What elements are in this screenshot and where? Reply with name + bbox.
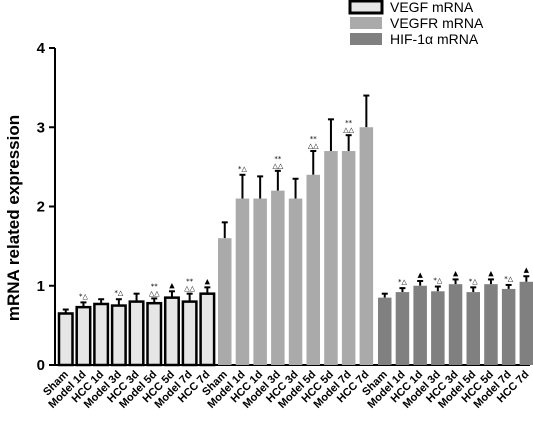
bar bbox=[218, 238, 232, 365]
significance-label: ▲ bbox=[488, 269, 494, 277]
y-tick-label: 2 bbox=[37, 199, 45, 216]
bar bbox=[110, 304, 127, 367]
bar bbox=[484, 284, 498, 365]
bar bbox=[163, 296, 180, 367]
bar bbox=[413, 285, 427, 365]
legend-swatch bbox=[348, 0, 384, 15]
bar bbox=[519, 281, 533, 365]
significance-label: *△ bbox=[238, 165, 248, 173]
significance-label: △△ bbox=[343, 126, 354, 134]
bar bbox=[128, 300, 145, 367]
significance-label: *△ bbox=[504, 275, 514, 283]
bar bbox=[395, 292, 410, 365]
bar bbox=[271, 190, 285, 365]
bar bbox=[466, 292, 480, 365]
significance-label: ** bbox=[274, 155, 282, 163]
legend-swatch bbox=[350, 17, 382, 29]
bar bbox=[93, 302, 110, 367]
bar bbox=[199, 292, 216, 367]
y-axis-label: mRNA related expression bbox=[4, 115, 23, 321]
bar bbox=[448, 284, 463, 365]
legend-item: HIF-1α mRNA bbox=[350, 31, 479, 47]
bar bbox=[181, 300, 198, 367]
significance-label: ** bbox=[310, 135, 318, 143]
legend-label: VEGF mRNA bbox=[390, 0, 474, 15]
y-tick-label: 3 bbox=[37, 119, 45, 136]
bar bbox=[288, 198, 303, 365]
legend-item: VEGFR mRNA bbox=[350, 15, 484, 31]
bar bbox=[57, 312, 74, 367]
legend-item: VEGF mRNA bbox=[348, 0, 474, 15]
bar bbox=[431, 291, 445, 365]
significance-label: *△ bbox=[398, 278, 408, 286]
significance-label: △△ bbox=[149, 289, 160, 297]
bar bbox=[253, 198, 267, 365]
significance-label: *△ bbox=[114, 289, 124, 297]
bar bbox=[146, 301, 163, 367]
legend-swatch bbox=[350, 33, 382, 45]
legend-label: VEGFR mRNA bbox=[390, 15, 484, 31]
y-tick-label: 1 bbox=[37, 278, 45, 295]
significance-label: ▲ bbox=[524, 266, 530, 274]
significance-label: ▲ bbox=[417, 271, 423, 279]
significance-label: △△ bbox=[308, 142, 319, 150]
bar bbox=[359, 127, 374, 365]
y-tick-label: 0 bbox=[37, 357, 45, 374]
y-tick-label: 4 bbox=[37, 40, 46, 57]
bar-group-3: Sham*△Model 1d▲HCC 1d*△Model 3d▲HCC 3d*△… bbox=[360, 266, 533, 411]
significance-label: △△ bbox=[184, 285, 195, 293]
significance-label: ** bbox=[186, 278, 194, 286]
significance-label: △△ bbox=[272, 162, 283, 170]
bar bbox=[324, 151, 338, 365]
significance-label: *△ bbox=[469, 277, 479, 285]
bar bbox=[501, 288, 516, 365]
significance-label: ** bbox=[151, 282, 159, 290]
significance-label: ▲ bbox=[205, 277, 211, 285]
bar bbox=[378, 297, 392, 365]
bar bbox=[341, 151, 356, 365]
significance-label: *△ bbox=[79, 292, 89, 300]
significance-label: ▲ bbox=[169, 281, 175, 289]
significance-label: *△ bbox=[433, 277, 443, 285]
legend-label: HIF-1α mRNA bbox=[390, 31, 479, 47]
significance-label: ** bbox=[345, 119, 353, 127]
bar bbox=[75, 305, 92, 367]
bar bbox=[306, 174, 320, 365]
bar bbox=[235, 198, 250, 365]
significance-label: ▲ bbox=[453, 269, 459, 277]
